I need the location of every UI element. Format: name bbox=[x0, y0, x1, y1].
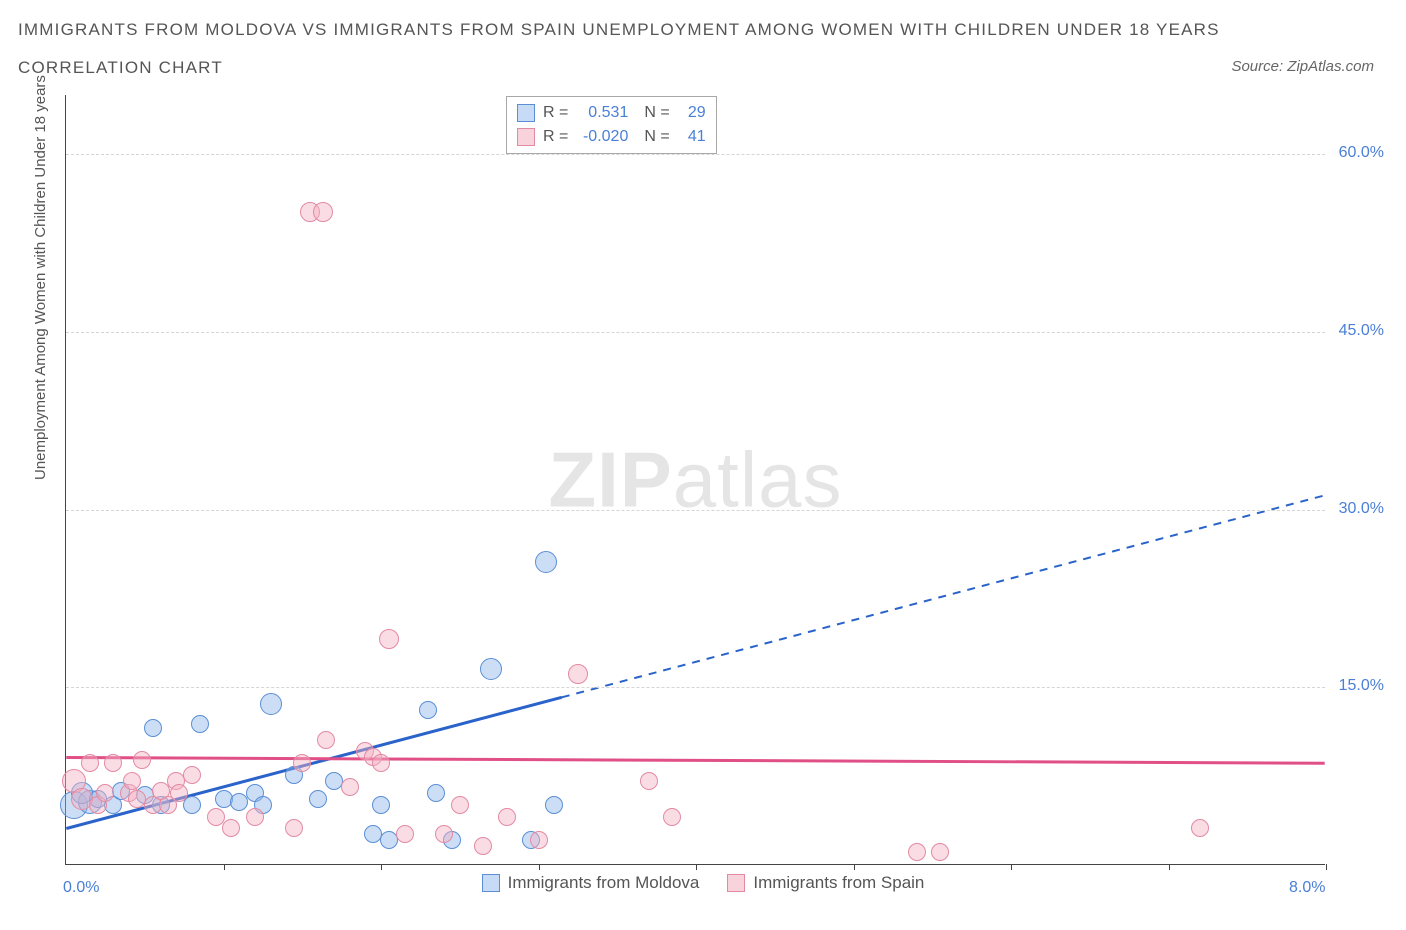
data-point bbox=[133, 751, 151, 769]
y-tick-label: 45.0% bbox=[1339, 322, 1384, 340]
data-point bbox=[191, 715, 209, 733]
trend-lines-svg bbox=[66, 95, 1325, 864]
legend-row: R = -0.020 N = 41 bbox=[517, 125, 706, 149]
data-point bbox=[260, 693, 282, 715]
watermark: ZIPatlas bbox=[548, 434, 842, 525]
legend-n-value: 41 bbox=[678, 125, 706, 149]
gridline bbox=[66, 510, 1325, 511]
data-point bbox=[530, 831, 548, 849]
legend-label: Immigrants from Moldova bbox=[508, 873, 700, 893]
legend-n-label: N = bbox=[644, 125, 669, 149]
data-point bbox=[183, 766, 201, 784]
x-tick bbox=[696, 864, 697, 870]
correlation-legend: R = 0.531 N = 29 R = -0.020 N = 41 bbox=[506, 96, 717, 154]
x-tick bbox=[854, 864, 855, 870]
series-legend: Immigrants from Moldova Immigrants from S… bbox=[0, 873, 1406, 893]
data-point bbox=[317, 731, 335, 749]
data-point bbox=[568, 664, 588, 684]
data-point bbox=[396, 825, 414, 843]
data-point bbox=[246, 808, 264, 826]
legend-swatch bbox=[482, 874, 500, 892]
legend-label: Immigrants from Spain bbox=[753, 873, 924, 893]
x-tick bbox=[1011, 864, 1012, 870]
data-point bbox=[96, 784, 114, 802]
data-point bbox=[230, 793, 248, 811]
data-point bbox=[285, 819, 303, 837]
data-point bbox=[545, 796, 563, 814]
data-point bbox=[419, 701, 437, 719]
trend-line bbox=[562, 495, 1325, 697]
data-point bbox=[104, 754, 122, 772]
data-point bbox=[663, 808, 681, 826]
y-tick-label: 30.0% bbox=[1339, 500, 1384, 518]
legend-r-value: 0.531 bbox=[576, 101, 628, 125]
data-point bbox=[309, 790, 327, 808]
chart-title: IMMIGRANTS FROM MOLDOVA VS IMMIGRANTS FR… bbox=[18, 20, 1220, 40]
data-point bbox=[207, 808, 225, 826]
x-tick bbox=[224, 864, 225, 870]
data-point bbox=[931, 843, 949, 861]
legend-swatch bbox=[517, 104, 535, 122]
legend-n-value: 29 bbox=[678, 101, 706, 125]
data-point bbox=[1191, 819, 1209, 837]
data-point bbox=[372, 754, 390, 772]
y-axis-label: Unemployment Among Women with Children U… bbox=[32, 75, 49, 480]
data-point bbox=[640, 772, 658, 790]
legend-r-label: R = bbox=[543, 101, 568, 125]
y-tick-label: 15.0% bbox=[1339, 677, 1384, 695]
data-point bbox=[451, 796, 469, 814]
data-point bbox=[535, 551, 557, 573]
data-point bbox=[170, 784, 188, 802]
legend-item: Immigrants from Moldova bbox=[482, 873, 700, 893]
data-point bbox=[81, 754, 99, 772]
y-tick-label: 60.0% bbox=[1339, 144, 1384, 162]
x-tick bbox=[539, 864, 540, 870]
gridline bbox=[66, 154, 1325, 155]
legend-swatch bbox=[727, 874, 745, 892]
legend-r-label: R = bbox=[543, 125, 568, 149]
data-point bbox=[144, 719, 162, 737]
gridline bbox=[66, 332, 1325, 333]
data-point bbox=[908, 843, 926, 861]
legend-item: Immigrants from Spain bbox=[727, 873, 924, 893]
data-point bbox=[474, 837, 492, 855]
scatter-plot-area: ZIPatlas R = 0.531 N = 29 R = -0.020 N = 41 bbox=[65, 95, 1325, 865]
data-point bbox=[427, 784, 445, 802]
x-tick bbox=[381, 864, 382, 870]
data-point bbox=[123, 772, 141, 790]
x-tick bbox=[1326, 864, 1327, 870]
x-tick bbox=[1169, 864, 1170, 870]
data-point bbox=[293, 754, 311, 772]
legend-row: R = 0.531 N = 29 bbox=[517, 101, 706, 125]
legend-r-value: -0.020 bbox=[576, 125, 628, 149]
data-point bbox=[435, 825, 453, 843]
data-point bbox=[480, 658, 502, 680]
data-point bbox=[313, 202, 333, 222]
data-point bbox=[341, 778, 359, 796]
legend-swatch bbox=[517, 128, 535, 146]
trend-line bbox=[66, 758, 1324, 764]
gridline bbox=[66, 687, 1325, 688]
data-point bbox=[372, 796, 390, 814]
legend-n-label: N = bbox=[644, 101, 669, 125]
data-point bbox=[222, 819, 240, 837]
data-point bbox=[498, 808, 516, 826]
source-text: Source: ZipAtlas.com bbox=[1231, 58, 1374, 75]
data-point bbox=[379, 629, 399, 649]
